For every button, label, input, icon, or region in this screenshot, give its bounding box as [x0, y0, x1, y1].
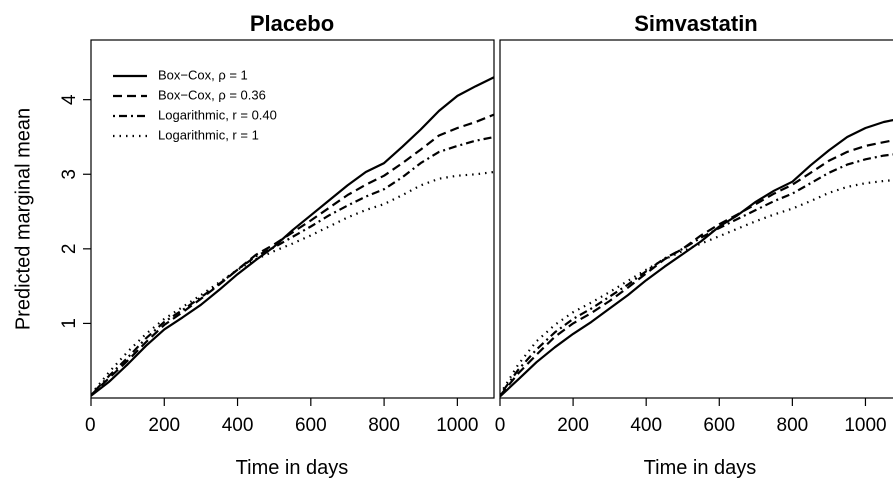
simvastatin-series-dotted — [500, 179, 893, 395]
placebo-y-axis: 1 2 3 4 — [59, 94, 91, 329]
placebo-series-solid — [91, 76, 494, 397]
simvastatin-x-axis-title: Time in days — [644, 457, 757, 479]
placebo-y-tick-label: 4 — [59, 94, 80, 105]
placebo-panel: Placebo 0 200 400 600 800 1000 1 2 3 4 Time in d… — [59, 11, 495, 479]
placebo-plot-frame — [90, 39, 495, 399]
placebo-x-tick-label: 400 — [222, 415, 254, 436]
simvastatin-series-dotdash — [500, 153, 893, 396]
placebo-x-axis-title: Time in days — [236, 457, 349, 479]
y-axis-title: Predicted marginal mean — [12, 108, 34, 330]
placebo-x-tick-label: 0 — [85, 415, 96, 436]
placebo-x-axis: 0 200 400 600 800 1000 — [85, 398, 479, 436]
placebo-y-tick-label: 3 — [59, 169, 80, 180]
placebo-title: Placebo — [250, 11, 334, 36]
legend-label-log-r-040: Logarithmic, r = 0.40 — [158, 107, 277, 122]
placebo-y-tick-label: 2 — [59, 244, 80, 255]
simvastatin-x-tick-label: 400 — [630, 415, 662, 436]
placebo-series-dotdash — [91, 135, 494, 396]
simvastatin-series-dashed — [500, 139, 893, 397]
placebo-x-tick-label: 200 — [148, 415, 180, 436]
placebo-series-dashed — [91, 113, 494, 396]
simvastatin-panel: Simvastatin 0 200 400 600 800 1000 Time in da… — [495, 11, 893, 479]
simvastatin-x-tick-label: 0 — [495, 415, 506, 436]
simvastatin-x-tick-label: 1000 — [844, 415, 886, 436]
placebo-y-tick-label: 1 — [59, 318, 80, 329]
simvastatin-x-tick-label: 600 — [703, 415, 735, 436]
placebo-series-dotted — [91, 170, 494, 395]
placebo-x-tick-label: 1000 — [436, 415, 478, 436]
simvastatin-x-tick-label: 800 — [777, 415, 809, 436]
simvastatin-series-layer — [500, 118, 893, 398]
simvastatin-series-solid — [500, 118, 893, 398]
simvastatin-plot-frame — [499, 39, 893, 399]
legend-label-log-r-1: Logarithmic, r = 1 — [158, 127, 259, 142]
simvastatin-x-axis: 0 200 400 600 800 1000 — [495, 398, 887, 436]
legend: Box−Cox, ρ = 1 Box−Cox, ρ = 0.36 Logarit… — [113, 67, 277, 142]
simvastatin-title: Simvastatin — [634, 11, 758, 36]
legend-label-box-cox-rho-036: Box−Cox, ρ = 0.36 — [158, 87, 266, 102]
placebo-x-tick-label: 600 — [295, 415, 327, 436]
placebo-x-tick-label: 800 — [368, 415, 400, 436]
legend-label-box-cox-rho-1: Box−Cox, ρ = 1 — [158, 67, 248, 82]
placebo-series-layer — [91, 76, 494, 397]
simvastatin-x-tick-label: 200 — [557, 415, 589, 436]
